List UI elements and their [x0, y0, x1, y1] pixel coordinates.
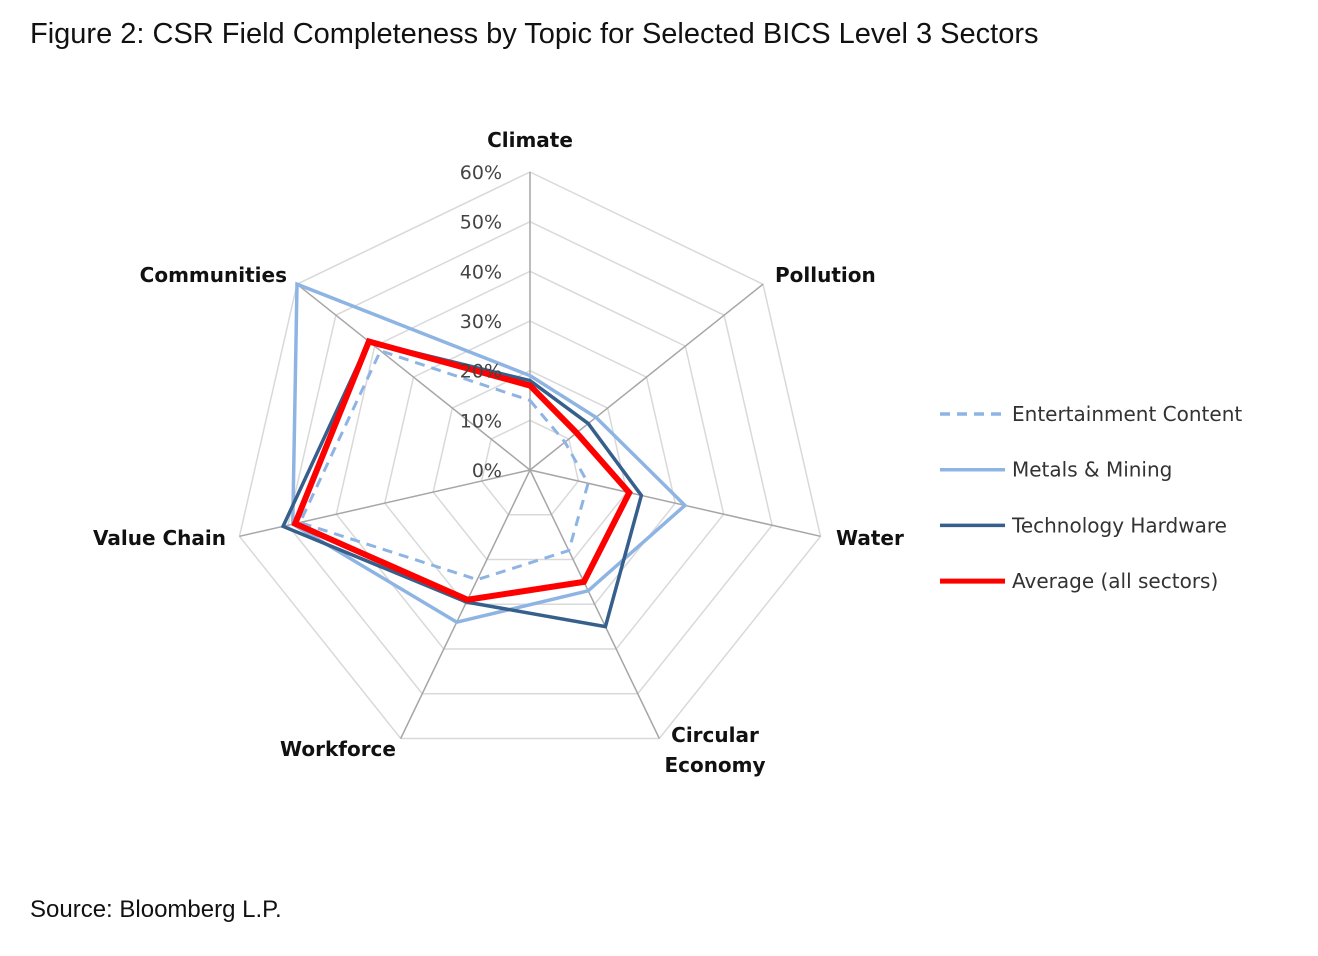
gridline-50 — [287, 220, 773, 695]
series-line-3 — [291, 337, 633, 603]
axis-label: Pollution — [775, 263, 876, 287]
legend-label: Technology Hardware — [1011, 513, 1227, 537]
legend-label: Metals & Mining — [1012, 458, 1172, 482]
axis-spoke — [529, 469, 821, 538]
gridline-10 — [480, 419, 580, 516]
axis-spoke — [400, 469, 531, 739]
axis-label: Circular — [671, 723, 759, 747]
source-note: Source: Bloomberg L.P. — [30, 896, 282, 923]
axis-label: Value Chain — [93, 526, 226, 550]
axis-label: Workforce — [280, 737, 396, 761]
tick-label: 20% — [460, 361, 502, 383]
axis-label: Water — [836, 526, 904, 550]
tick-label: 30% — [460, 311, 502, 333]
tick-label: 0% — [472, 460, 502, 482]
tick-label: 60% — [460, 162, 502, 184]
tick-label: 40% — [460, 261, 502, 283]
axis-label: Economy — [664, 753, 765, 777]
tick-label: 10% — [460, 410, 502, 432]
axis-spoke — [529, 469, 660, 739]
axis-label: Communities — [140, 263, 287, 287]
axis-spoke — [296, 283, 531, 471]
axis-spoke — [239, 469, 531, 538]
figure-title: Figure 2: CSR Field Completeness by Topi… — [30, 18, 1039, 50]
legend-label: Entertainment Content — [1012, 402, 1242, 426]
tick-label: 50% — [460, 212, 502, 234]
series-line-1 — [290, 281, 688, 625]
gridline-60 — [238, 171, 822, 740]
axis-spoke — [529, 283, 764, 471]
gridline-20 — [432, 369, 628, 561]
axis-label: Climate — [487, 128, 573, 152]
legend-label: Average (all sectors) — [1012, 569, 1218, 593]
